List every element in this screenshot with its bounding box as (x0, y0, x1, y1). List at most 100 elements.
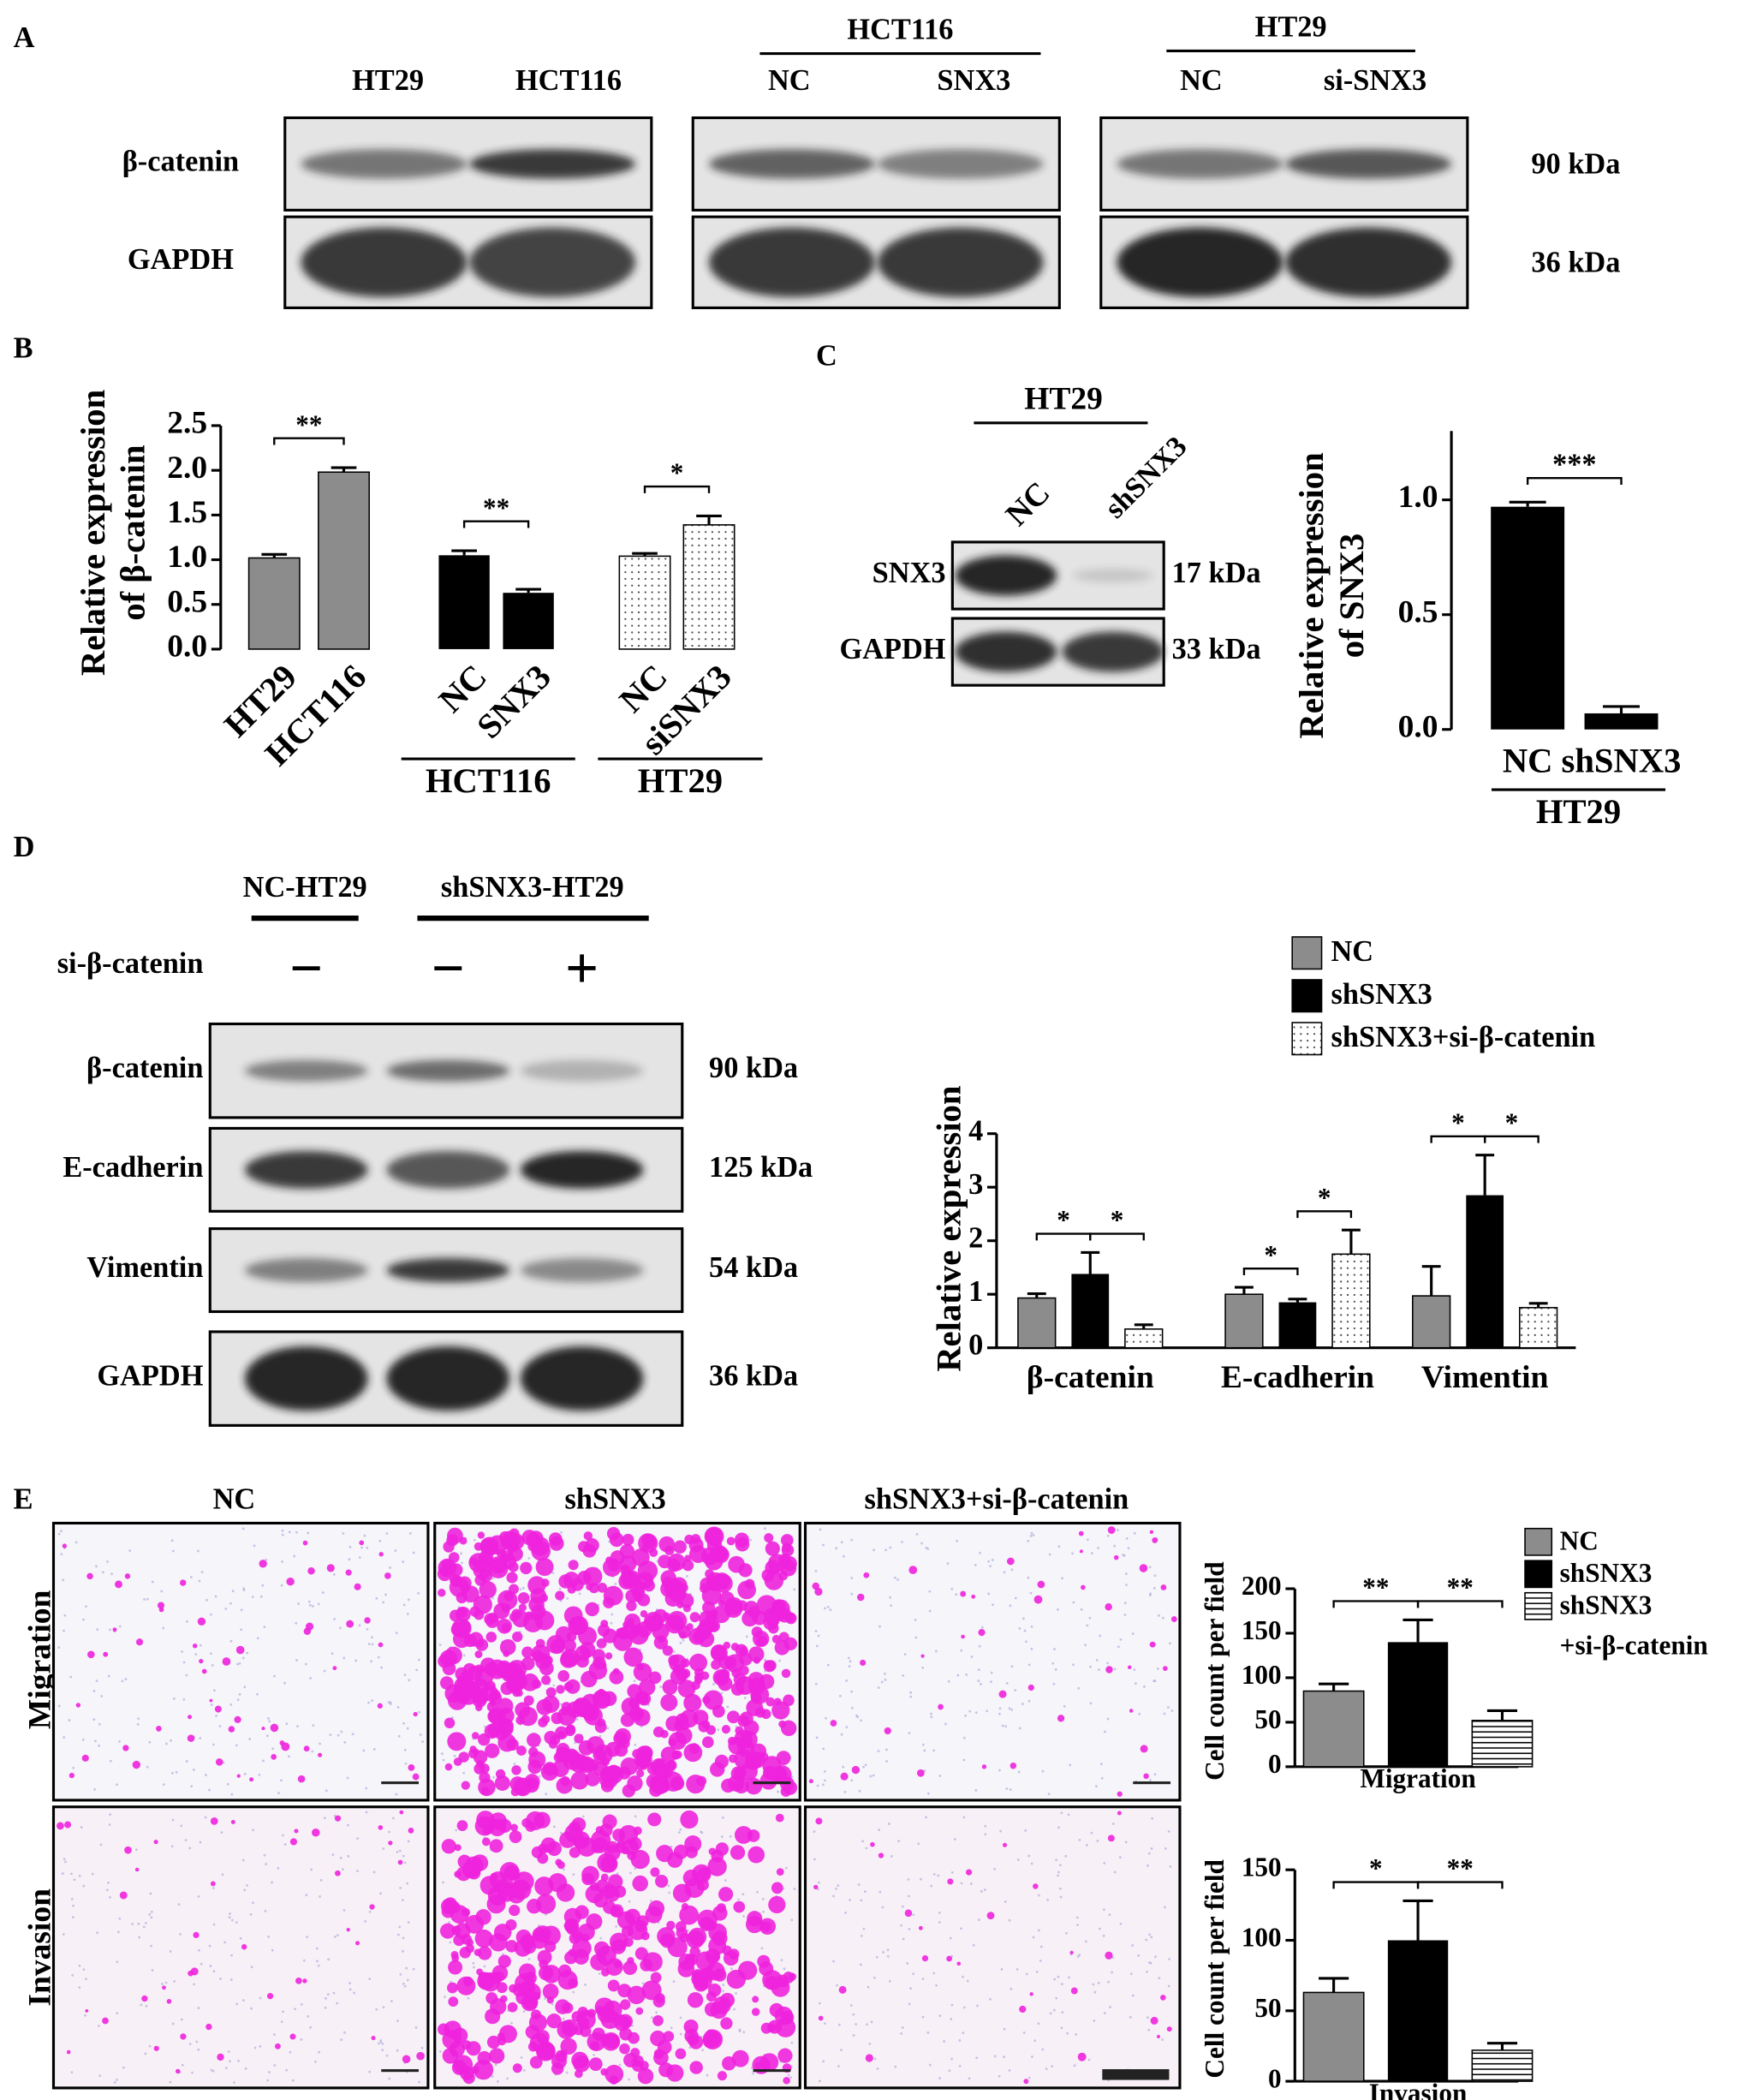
speck (342, 1532, 345, 1535)
speck (962, 1758, 966, 1762)
speck (761, 1897, 765, 1900)
speck (348, 1558, 351, 1561)
speck (876, 2067, 879, 2070)
speck (181, 2063, 184, 2067)
speck (449, 1941, 452, 1944)
cell (506, 1738, 519, 1751)
cell (619, 1543, 635, 1560)
speck (1137, 1954, 1140, 1957)
cell (235, 1645, 245, 1655)
bar (1071, 1274, 1110, 1348)
cell (463, 1633, 477, 1648)
speck (993, 1867, 997, 1870)
x-tick-label: Migration (1360, 1763, 1475, 1793)
cell (663, 2031, 675, 2043)
speck (1010, 1708, 1014, 1711)
speck (737, 1898, 740, 1901)
cell (489, 1689, 501, 1701)
speck (150, 1916, 153, 1919)
blot-band (301, 149, 468, 179)
speck (199, 1644, 202, 1647)
speck (824, 1607, 826, 1610)
cell (679, 1631, 687, 1639)
speck (448, 1921, 451, 1924)
speck (897, 1840, 901, 1843)
speck (1001, 1724, 1004, 1727)
cell (413, 1711, 418, 1717)
cell (451, 1925, 462, 1936)
speck (188, 1846, 192, 1850)
cell (509, 1584, 519, 1595)
speck (538, 1775, 541, 1778)
speck (403, 1984, 407, 1988)
cell (577, 2006, 589, 2018)
speck (932, 1749, 936, 1752)
cell (162, 1985, 166, 1990)
error-bar (1421, 1265, 1441, 1297)
speck (1113, 1870, 1117, 1874)
bar (1412, 1295, 1451, 1349)
speck (110, 1572, 113, 1576)
significance-label: ** (1447, 1572, 1474, 1602)
micrograph (803, 1805, 1182, 2090)
y-tick-label: 150 (1242, 1615, 1282, 1645)
speck (366, 1546, 369, 1549)
speck (1106, 1717, 1110, 1721)
speck (310, 1868, 313, 1871)
significance-label: ** (295, 409, 322, 439)
error-bar (1288, 1298, 1307, 1303)
cell (578, 1739, 594, 1756)
cell (548, 1873, 568, 1893)
blot-band (469, 227, 636, 297)
cell (210, 1817, 218, 1825)
speck (884, 1678, 887, 1681)
speck (843, 1791, 847, 1793)
speck (1161, 2038, 1164, 2041)
cell (587, 2008, 597, 2018)
speck (733, 2008, 736, 2011)
cell (179, 1579, 187, 1586)
speck (844, 1911, 848, 1914)
speck (395, 1793, 398, 1796)
cell (710, 1644, 728, 1662)
cell (456, 1607, 468, 1618)
cell (476, 1968, 484, 1976)
error-bar (1341, 1228, 1361, 1255)
speck (347, 1854, 350, 1858)
y-tick-label: 0 (1268, 2063, 1282, 2093)
speck (1164, 1906, 1166, 1909)
speck (909, 1695, 913, 1698)
cell (708, 1984, 722, 1997)
speck (198, 1579, 201, 1583)
speck (917, 1842, 920, 1846)
speck (252, 1829, 255, 1832)
speck (984, 1824, 987, 1828)
speck (241, 1527, 245, 1530)
bar (1491, 506, 1565, 730)
cell (585, 1602, 599, 1617)
cell (1069, 1950, 1074, 1954)
speck (932, 1872, 936, 1876)
speck (82, 1968, 86, 1972)
cell (635, 2007, 644, 2015)
cell (718, 1676, 733, 1691)
cell (904, 1909, 913, 1918)
cell (378, 1642, 384, 1648)
error-bar (1528, 1302, 1548, 1308)
cell (448, 1960, 463, 1975)
speck (297, 1602, 301, 1605)
cell (650, 2030, 666, 2047)
cell (354, 1583, 361, 1590)
speck (385, 2054, 389, 2057)
cell (956, 1961, 962, 1966)
cell (463, 1976, 473, 1987)
cell (459, 1536, 468, 1545)
speck (1058, 1864, 1062, 1867)
column-label: NC (213, 1483, 256, 1515)
speck (522, 2069, 526, 2072)
cell (471, 2066, 479, 2074)
cell (371, 2035, 376, 2041)
speck (990, 1680, 992, 1684)
speck (197, 1948, 200, 1952)
cell (462, 2072, 475, 2085)
